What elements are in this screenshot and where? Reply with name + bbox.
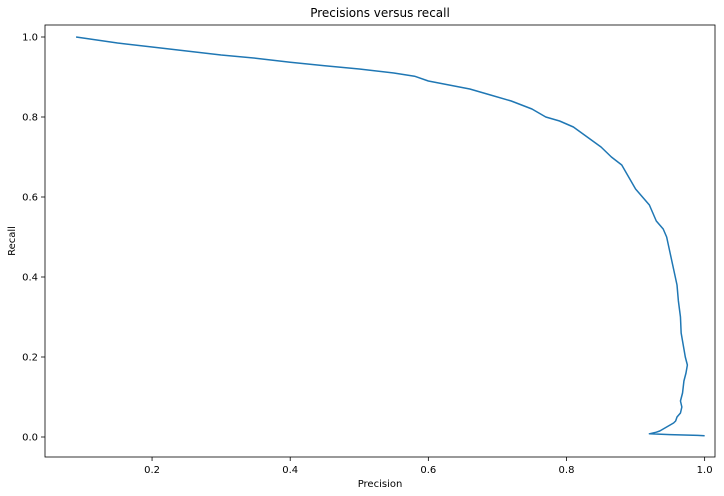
x-tick-label: 0.2 (144, 465, 160, 476)
y-axis-label: Recall (7, 226, 18, 256)
x-tick-label: 0.8 (559, 465, 575, 476)
x-tick-label: 0.4 (282, 465, 298, 476)
y-tick-label: 0.8 (22, 113, 38, 124)
y-axis: 0.0 0.2 0.4 0.6 0.8 1.0 (22, 33, 45, 444)
y-tick-label: 0.4 (22, 273, 38, 284)
plot-area (44, 24, 716, 458)
y-tick-label: 0.0 (22, 433, 38, 444)
y-tick-label: 0.2 (22, 353, 38, 364)
precision-recall-curve (75, 36, 705, 437)
x-tick-label: 0.6 (420, 465, 436, 476)
y-tick-label: 1.0 (22, 33, 38, 44)
x-axis: 0.2 0.4 0.6 0.8 1.0 (144, 457, 713, 476)
y-tick-label: 0.6 (22, 193, 38, 204)
x-axis-label: Precision (358, 479, 403, 490)
chart-title: Precisions versus recall (310, 6, 450, 20)
x-tick-label: 1.0 (697, 465, 713, 476)
